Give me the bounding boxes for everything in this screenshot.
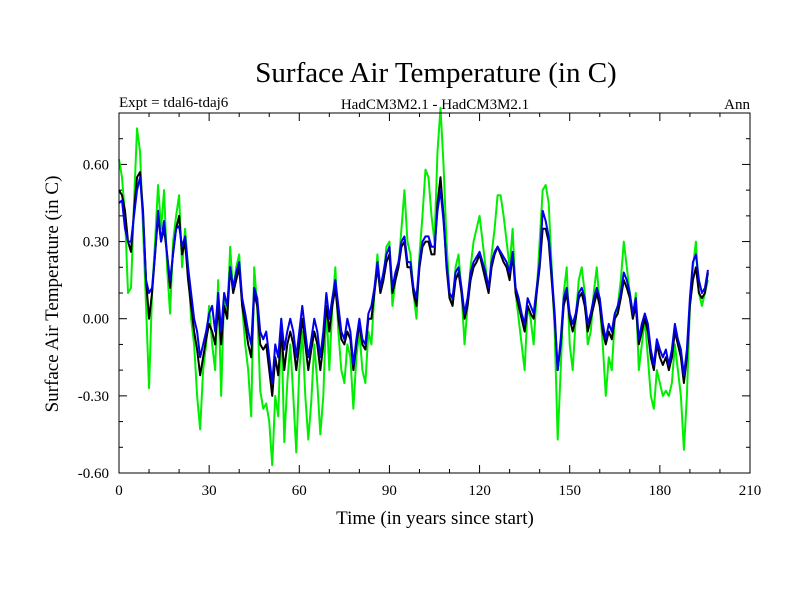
y-tick-label: 0.30 (83, 235, 109, 251)
y-tick-label: 0.60 (83, 157, 109, 173)
subtitle-experiment: Expt = tdal6-tdaj6 (119, 95, 229, 111)
x-tick-label: 180 (649, 483, 672, 499)
chart-title: Surface Air Temperature (in C) (255, 57, 616, 89)
axis-ticks (118, 112, 751, 474)
x-tick-label: 30 (202, 483, 217, 499)
subtitle-season: Ann (724, 97, 750, 113)
subtitle-models: HadCM3M2.1 - HadCM3M2.1 (341, 97, 529, 113)
x-tick-label: 90 (382, 483, 397, 499)
y-tick-label: 0.00 (83, 312, 109, 328)
x-tick-label: 120 (468, 483, 491, 499)
y-tick-label: -0.60 (78, 466, 109, 482)
plot-frame (118, 112, 751, 474)
x-tick-label: 210 (739, 483, 762, 499)
x-tick-label: 150 (558, 483, 581, 499)
series-layer (118, 106, 709, 467)
x-axis-label: Time (in years since start) (336, 508, 534, 529)
y-axis-label: Surface Air Temperature (in C) (42, 176, 63, 413)
y-tick-label: -0.30 (78, 389, 109, 405)
series-line-black (118, 171, 709, 397)
x-tick-label: 60 (292, 483, 307, 499)
x-tick-label: 0 (115, 483, 123, 499)
series-line-blue (118, 176, 709, 384)
axis-tick-labels: 0 30 60 90 120 150 180 210 -0.60 -0.30 0.00 0.30 0.6… (78, 157, 762, 499)
